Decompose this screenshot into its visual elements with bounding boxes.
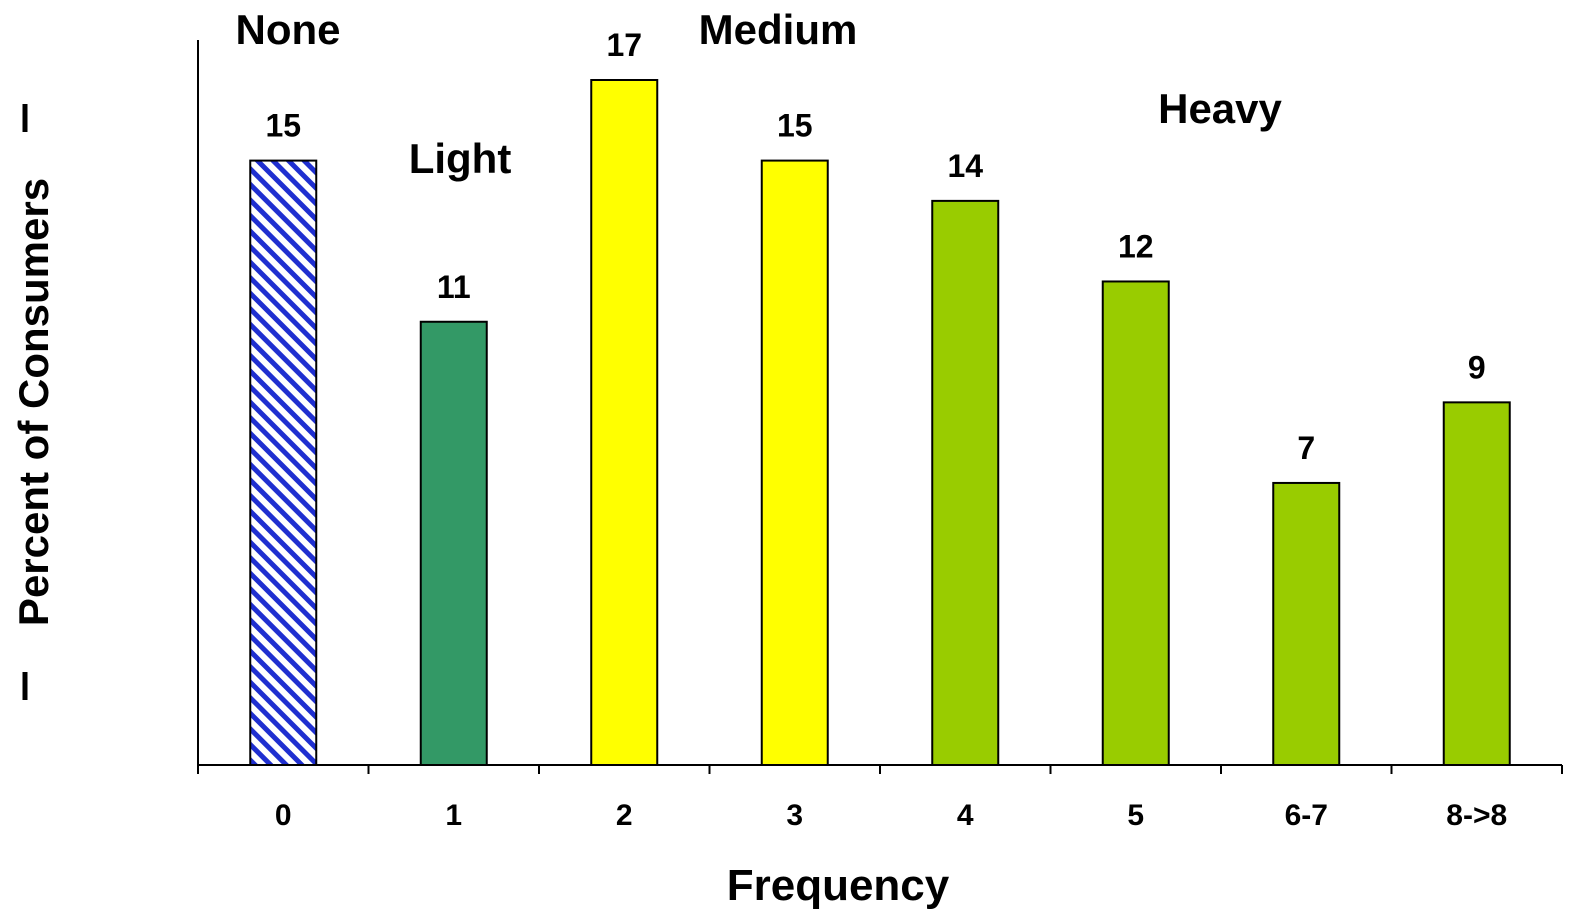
group-labels-group: None Light Medium Heavy (236, 6, 1283, 182)
value-label-1: 11 (437, 269, 471, 305)
value-label-0: 15 (265, 108, 301, 144)
bar-1 (419, 320, 488, 766)
value-label-2: 17 (606, 27, 642, 63)
value-label-4: 14 (947, 148, 983, 184)
bar-2 (590, 79, 659, 766)
bar-0 (249, 159, 318, 766)
value-label-3: 15 (777, 108, 813, 144)
value-label-8->8: 9 (1468, 349, 1486, 385)
group-label-medium: Medium (699, 6, 858, 53)
x-tick-label-8->8: 8->8 (1446, 799, 1507, 832)
x-tick-label-3: 3 (786, 799, 803, 832)
y-axis-label: Percent of Consumers (10, 178, 57, 626)
x-axis-label: Frequency (727, 861, 950, 910)
axes (197, 40, 1563, 774)
tick-labels-group: 0 1 2 3 4 5 6-7 8->8 (275, 799, 1507, 832)
value-labels-group: 15 11 17 15 14 12 7 9 (265, 27, 1485, 466)
group-label-heavy: Heavy (1158, 85, 1282, 132)
bar-5 (1101, 280, 1170, 766)
x-tick-label-4: 4 (957, 799, 974, 832)
x-tick-label-2: 2 (616, 799, 633, 832)
x-tick-label-0: 0 (275, 799, 292, 832)
bar-6-7 (1272, 481, 1341, 766)
x-tick-label-6-7: 6-7 (1285, 799, 1328, 832)
bars-group (249, 79, 1511, 767)
x-tick-label-1: 1 (445, 799, 462, 832)
bar-3 (760, 159, 829, 766)
value-label-6-7: 7 (1297, 430, 1315, 466)
bar-4 (931, 199, 1000, 767)
bar-8->8 (1442, 401, 1511, 766)
group-label-none: None (236, 6, 341, 53)
value-label-5: 12 (1118, 228, 1154, 264)
group-label-light: Light (409, 135, 512, 182)
x-tick-label-5: 5 (1127, 799, 1144, 832)
